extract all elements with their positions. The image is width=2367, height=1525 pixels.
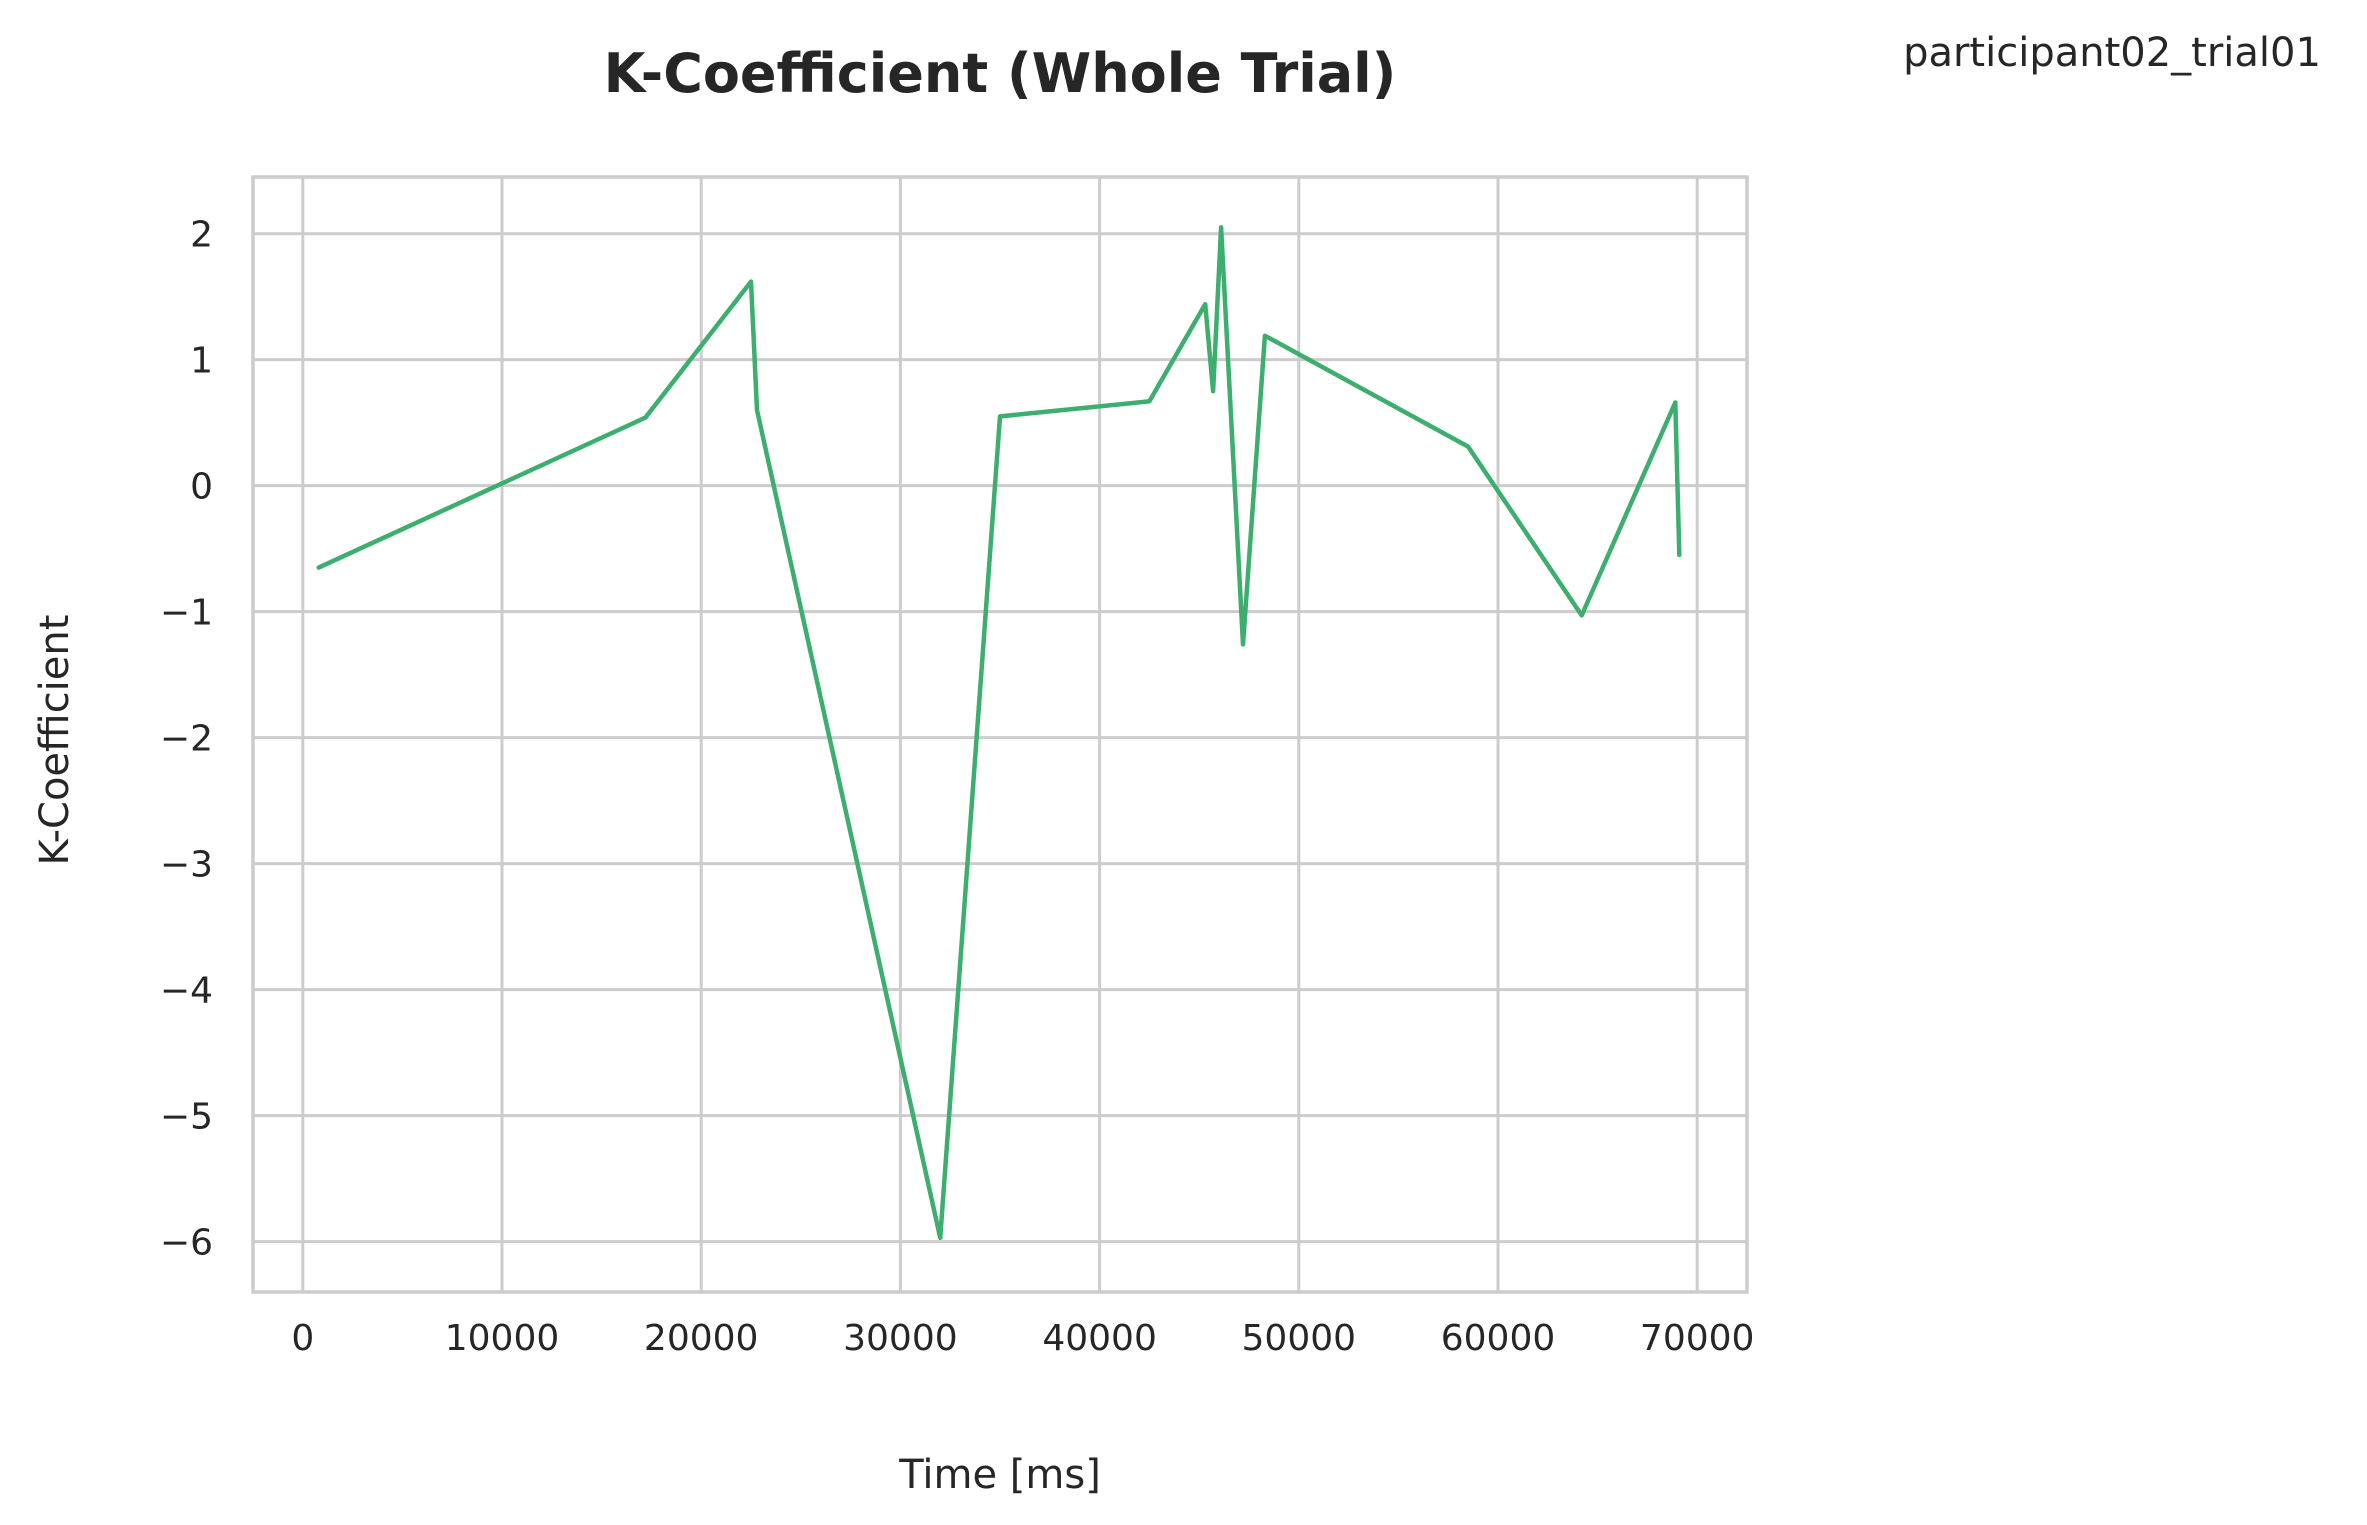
participant-trial-label: participant02_trial01 xyxy=(1903,30,2321,76)
y-tick-label: −6 xyxy=(160,1223,213,1264)
x-axis-label: Time [ms] xyxy=(898,1452,1101,1498)
series-line xyxy=(316,225,1682,1241)
y-tick-label: −5 xyxy=(160,1097,213,1138)
x-tick-label: 0 xyxy=(291,1318,314,1359)
x-gridlines xyxy=(301,177,1699,1292)
y-tick-label: −3 xyxy=(160,845,213,886)
y-tick-label: −1 xyxy=(160,593,213,634)
y-tick-labels: 2 1 0 −1 −2 −3 −4 −5 −6 xyxy=(160,215,213,1264)
x-tick-label: 20000 xyxy=(644,1318,759,1359)
y-tick-label: 2 xyxy=(190,215,213,256)
x-tick-label: 50000 xyxy=(1242,1318,1357,1359)
y-tick-label: 1 xyxy=(190,341,213,382)
y-tick-label: −4 xyxy=(160,971,213,1012)
y-axis-label: K-Coefficient xyxy=(32,615,78,866)
y-gridlines xyxy=(253,232,1747,1244)
y-tick-label: 0 xyxy=(190,467,213,508)
x-tick-label: 30000 xyxy=(843,1318,958,1359)
y-tick-label: −2 xyxy=(160,719,213,760)
x-tick-label: 60000 xyxy=(1441,1318,1556,1359)
chart-title: K-Coefficient (Whole Trial) xyxy=(604,42,1397,105)
x-tick-label: 40000 xyxy=(1042,1318,1157,1359)
series-group xyxy=(316,225,1682,1241)
x-tick-label: 70000 xyxy=(1640,1318,1755,1359)
plot-frame xyxy=(251,175,1749,1294)
x-tick-labels: 0 10000 20000 30000 40000 50000 60000 70000 xyxy=(291,1318,1754,1359)
x-tick-label: 10000 xyxy=(445,1318,560,1359)
